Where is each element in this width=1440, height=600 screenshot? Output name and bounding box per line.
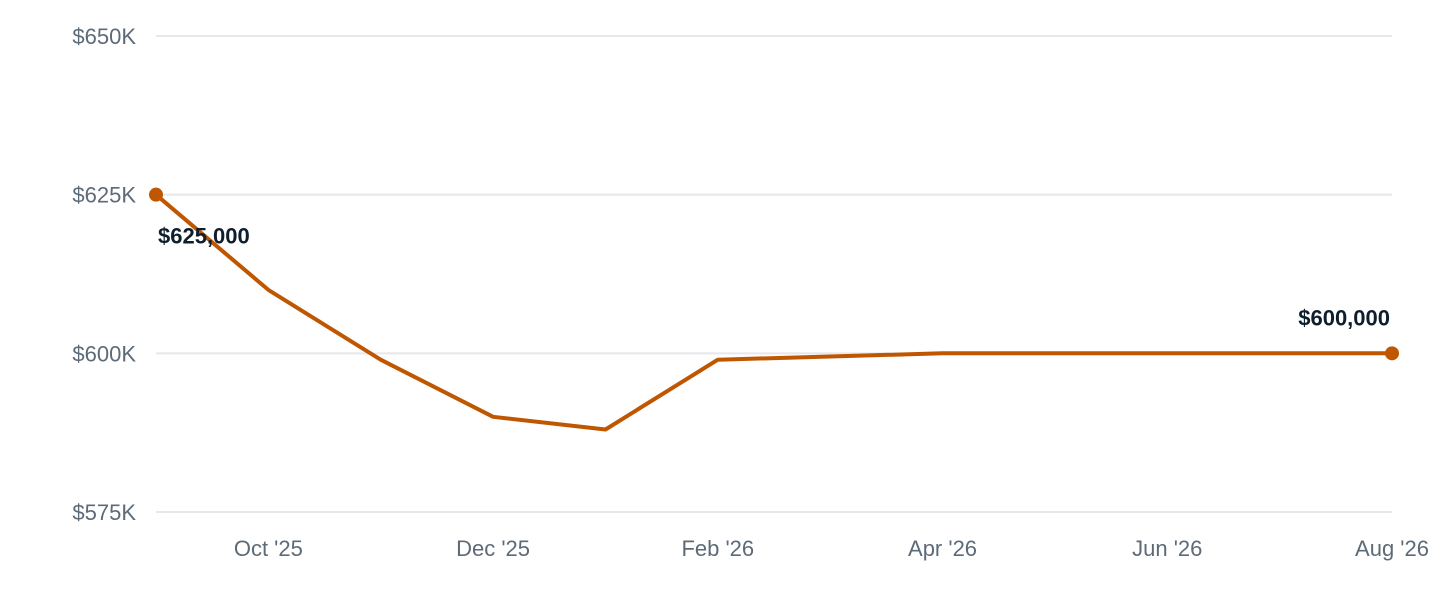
x-tick-label: Oct '25: [234, 536, 303, 561]
y-tick-label: $600K: [72, 341, 136, 366]
y-tick-label: $650K: [72, 24, 136, 49]
end-value-label: $600,000: [1298, 305, 1390, 330]
y-tick-label: $625K: [72, 183, 136, 208]
x-tick-label: Feb '26: [681, 536, 754, 561]
end-point-marker: [1385, 346, 1399, 361]
x-tick-label: Jun '26: [1132, 536, 1202, 561]
x-axis: Oct '25 Dec '25 Feb '26 Apr '26 Jun '26 Aug '…: [234, 536, 1429, 561]
annotation-layer: $625,000 $600,000: [158, 224, 1390, 331]
y-axis: $650K $625K $600K $575K: [72, 24, 136, 525]
series-layer: [149, 187, 1399, 432]
series-line: [154, 192, 1394, 432]
start-point-marker: [149, 187, 163, 202]
x-tick-label: Aug '26: [1355, 536, 1429, 561]
gridlines: [156, 35, 1392, 513]
x-tick-label: Apr '26: [908, 536, 977, 561]
start-value-label: $625,000: [158, 224, 250, 249]
y-tick-label: $575K: [72, 500, 136, 525]
x-tick-label: Dec '25: [456, 536, 530, 561]
